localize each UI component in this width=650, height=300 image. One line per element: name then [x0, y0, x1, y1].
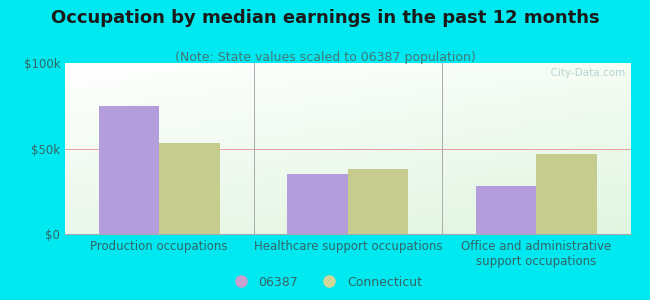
Bar	[99, 106, 159, 234]
Text: (Note: State values scaled to 06387 population): (Note: State values scaled to 06387 popu…	[175, 51, 475, 64]
Bar	[536, 154, 597, 234]
Text: City-Data.com: City-Data.com	[543, 68, 625, 78]
Text: Occupation by median earnings in the past 12 months: Occupation by median earnings in the pas…	[51, 9, 599, 27]
Bar	[159, 143, 220, 234]
Bar	[348, 169, 408, 234]
Bar	[287, 174, 348, 234]
Legend: 06387, Connecticut: 06387, Connecticut	[223, 271, 427, 294]
Bar	[476, 186, 536, 234]
